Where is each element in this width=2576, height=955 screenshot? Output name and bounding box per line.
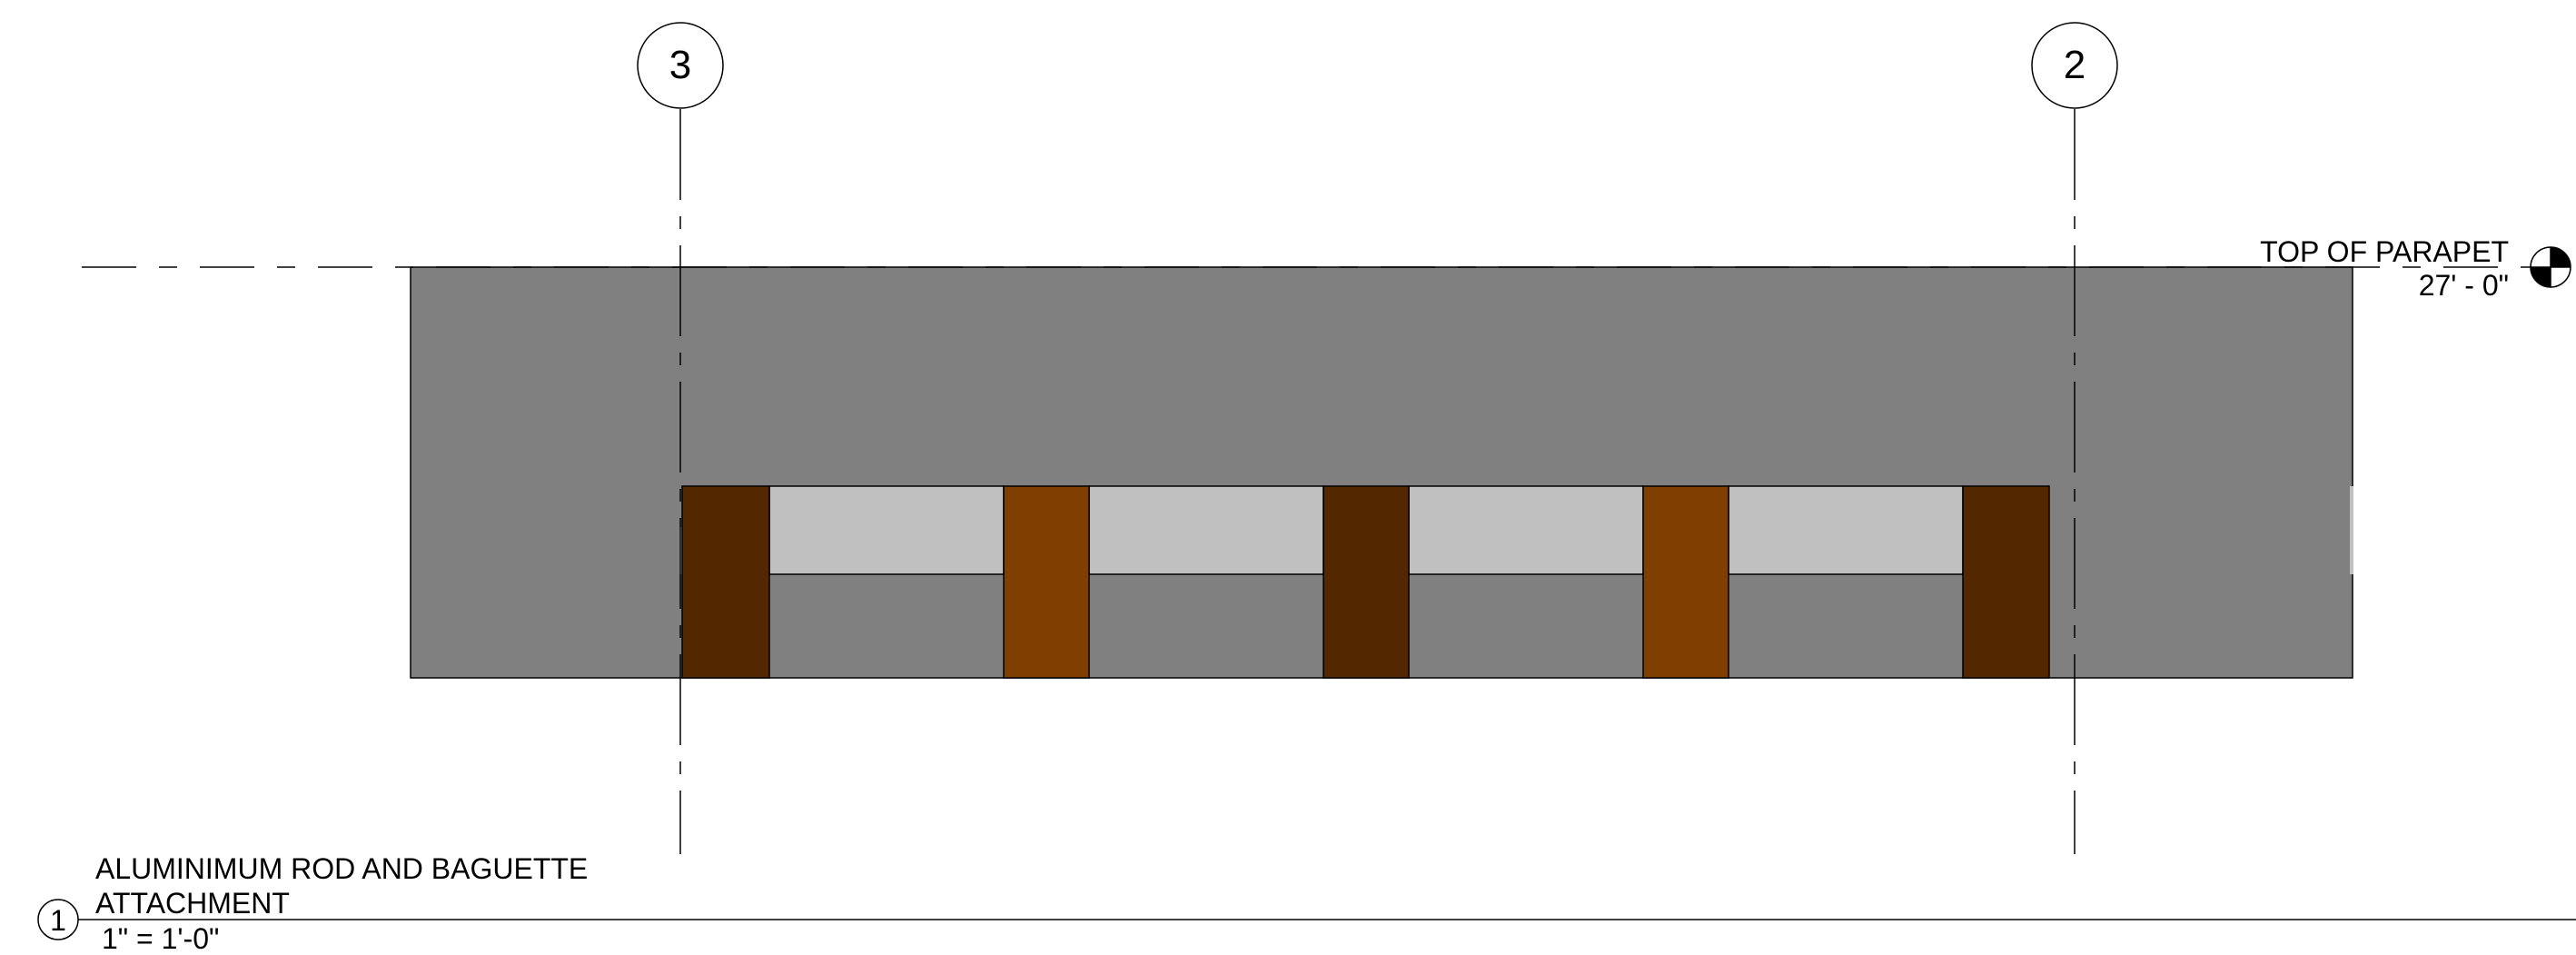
post-dark [681, 485, 770, 679]
view-title: 1 ALUMINIMUM ROD AND BAGUETTE ATTACHMENT… [37, 852, 2576, 955]
view-title-line1: ALUMINIMUM ROD AND BAGUETTE [95, 852, 588, 885]
post-dark [1962, 485, 2050, 679]
glass-band-segment [1728, 485, 1964, 575]
grid-bubble-2: 2 [2031, 22, 2118, 109]
view-scale: 1" = 1'-0" [102, 922, 219, 955]
grid-label-2: 2 [2064, 43, 2086, 87]
post-light [1003, 485, 1090, 679]
view-number: 1 [50, 904, 66, 937]
grid-bubble-3: 3 [637, 22, 724, 109]
view-title-line2: ATTACHMENT [95, 887, 290, 920]
grid-label-3: 3 [669, 43, 691, 87]
glass-band-segment [1088, 485, 1324, 575]
level-name: TOP OF PARAPET [2260, 235, 2509, 268]
glass-band-edge [2350, 486, 2353, 574]
post-dark [1323, 485, 1410, 679]
post-light [1642, 485, 1729, 679]
level-target-icon [2530, 246, 2571, 288]
glass-band-segment [1408, 485, 1644, 575]
glass-band-segment [768, 485, 1005, 575]
level-elevation: 27' - 0" [2419, 269, 2509, 302]
